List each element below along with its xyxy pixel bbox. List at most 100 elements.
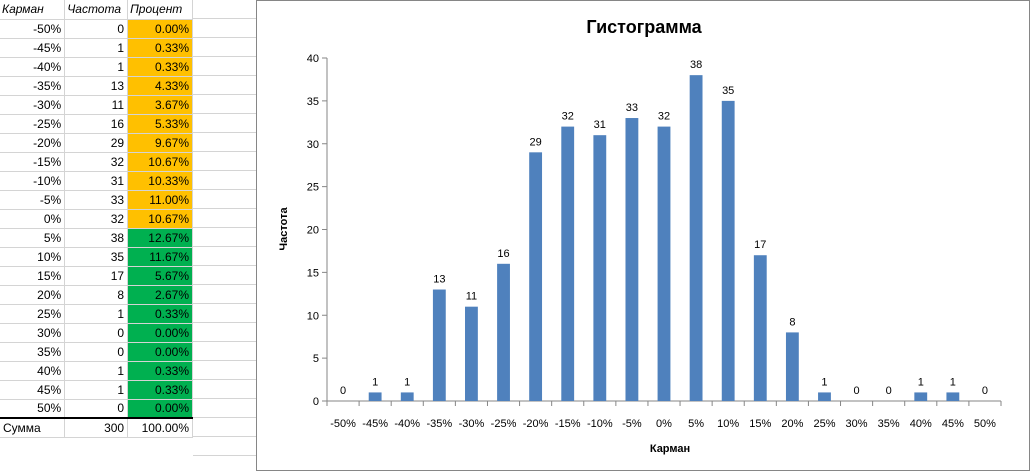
cell-bin[interactable]: 5% [0, 228, 66, 248]
histogram-bar[interactable] [914, 392, 928, 401]
cell-total-label[interactable]: Сумма [0, 417, 66, 438]
cell-percent[interactable]: 11.67% [127, 247, 193, 267]
cell-bin[interactable]: -35% [0, 76, 66, 96]
cell-percent[interactable]: 0.00% [127, 342, 193, 362]
cell-frequency[interactable]: 1 [64, 361, 129, 381]
cell-bin[interactable]: 10% [0, 247, 66, 267]
cell-total-percent[interactable]: 100.00% [127, 417, 193, 438]
cell-bin[interactable]: 35% [0, 342, 66, 362]
cell-frequency[interactable]: 31 [64, 171, 129, 191]
cell-bin[interactable]: 40% [0, 361, 66, 381]
table-row: -15% 32 10.67% [0, 152, 193, 172]
cell-frequency[interactable]: 35 [64, 247, 129, 267]
table-row: -5% 33 11.00% [0, 190, 193, 210]
cell-bin[interactable]: -10% [0, 171, 66, 191]
cell-percent[interactable]: 10.67% [127, 209, 193, 229]
histogram-bar[interactable] [529, 152, 543, 401]
cell-bin[interactable]: 50% [0, 399, 66, 419]
histogram-bar[interactable] [625, 118, 639, 402]
cell-frequency[interactable]: 0 [64, 342, 129, 362]
cell-frequency[interactable]: 1 [64, 380, 129, 400]
header-bin[interactable]: Карман [0, 0, 66, 20]
cell-percent[interactable]: 0.33% [127, 38, 193, 58]
cell-frequency[interactable]: 38 [64, 228, 129, 248]
histogram-bar[interactable] [368, 392, 382, 401]
cell-percent[interactable]: 10.33% [127, 171, 193, 191]
cell-total-frequency[interactable]: 300 [64, 417, 129, 438]
cell-percent[interactable]: 0.33% [127, 304, 193, 324]
cell-frequency[interactable]: 1 [64, 304, 129, 324]
histogram-bar[interactable] [593, 135, 607, 402]
table-row: -40% 1 0.33% [0, 57, 193, 77]
cell-frequency[interactable]: 29 [64, 133, 129, 153]
cell-percent[interactable]: 3.67% [127, 95, 193, 115]
cell-percent[interactable]: 5.33% [127, 114, 193, 134]
cell-percent[interactable]: 0.00% [127, 19, 193, 39]
header-percent[interactable]: Процент [127, 0, 193, 20]
cell-bin[interactable]: -50% [0, 19, 66, 39]
cell-bin[interactable]: 30% [0, 323, 66, 343]
histogram-bar[interactable] [561, 126, 575, 401]
histogram-bar[interactable] [753, 255, 767, 401]
histogram-bar[interactable] [721, 100, 735, 401]
cell-percent[interactable]: 5.67% [127, 266, 193, 286]
histogram-bar[interactable] [818, 392, 831, 401]
histogram-bar[interactable] [689, 75, 703, 402]
y-tick-label: 5 [313, 353, 319, 365]
cell-percent[interactable]: 4.33% [127, 76, 193, 96]
cell-frequency[interactable]: 1 [64, 57, 129, 77]
x-axis-title[interactable]: Карман [650, 443, 690, 455]
cell-frequency[interactable]: 13 [64, 76, 129, 96]
histogram-bar[interactable] [946, 392, 960, 401]
header-frequency[interactable]: Частота [64, 0, 129, 20]
histogram-bar[interactable] [432, 289, 446, 401]
chart-title[interactable]: Гистограмма [586, 17, 702, 37]
y-axis-title[interactable]: Частота [278, 207, 290, 251]
cell-frequency[interactable]: 16 [64, 114, 129, 134]
cell-percent[interactable]: 0.33% [127, 361, 193, 381]
cell-bin[interactable]: -20% [0, 133, 66, 153]
cell-percent[interactable]: 10.67% [127, 152, 193, 172]
cell-percent[interactable]: 0.33% [127, 380, 193, 400]
cell-frequency[interactable]: 0 [64, 19, 129, 39]
cell-frequency[interactable]: 8 [64, 285, 129, 305]
cell-percent[interactable]: 12.67% [127, 228, 193, 248]
cell-percent[interactable]: 11.00% [127, 190, 193, 210]
cell-bin[interactable]: -25% [0, 114, 66, 134]
cell-percent[interactable]: 0.00% [127, 323, 193, 343]
x-tick-label: 45% [942, 418, 964, 430]
cell-frequency[interactable]: 17 [64, 266, 129, 286]
x-tick-label: 25% [813, 418, 835, 430]
cell-frequency[interactable]: 11 [64, 95, 129, 115]
histogram-bar[interactable] [657, 126, 671, 401]
cell-percent[interactable]: 0.33% [127, 57, 193, 77]
cell-bin[interactable]: -40% [0, 57, 66, 77]
cell-bin[interactable]: -5% [0, 190, 66, 210]
data-label: 38 [690, 59, 702, 71]
cell-bin[interactable]: 0% [0, 209, 66, 229]
cell-frequency[interactable]: 0 [64, 399, 129, 419]
cell-percent[interactable]: 2.67% [127, 285, 193, 305]
cell-frequency[interactable]: 32 [64, 152, 129, 172]
cell-bin[interactable]: 25% [0, 304, 66, 324]
histogram-bar[interactable] [400, 392, 414, 401]
cell-bin[interactable]: 45% [0, 380, 66, 400]
histogram-bar[interactable] [465, 306, 478, 401]
cell-bin[interactable]: 15% [0, 266, 66, 286]
empty-cells[interactable] [193, 0, 256, 472]
cell-percent[interactable]: 0.00% [127, 399, 193, 419]
histogram-bar[interactable] [497, 263, 510, 401]
cell-frequency[interactable]: 1 [64, 38, 129, 58]
data-label: 16 [497, 248, 509, 260]
cell-bin[interactable]: -30% [0, 95, 66, 115]
histogram-chart[interactable]: Гистограмма Частота Карман 0 5 10 15 20 25 30 3… [256, 0, 1030, 471]
histogram-bar[interactable] [785, 332, 799, 401]
cell-bin[interactable]: -45% [0, 38, 66, 58]
cell-bin[interactable]: -15% [0, 152, 66, 172]
cell-bin[interactable]: 20% [0, 285, 66, 305]
cell-percent[interactable]: 9.67% [127, 133, 193, 153]
cell-frequency[interactable]: 33 [64, 190, 129, 210]
plot-area[interactable]: 0510152025303540-50%0-45%1-40%1-35%13-30… [307, 53, 1002, 430]
cell-frequency[interactable]: 0 [64, 323, 129, 343]
cell-frequency[interactable]: 32 [64, 209, 129, 229]
